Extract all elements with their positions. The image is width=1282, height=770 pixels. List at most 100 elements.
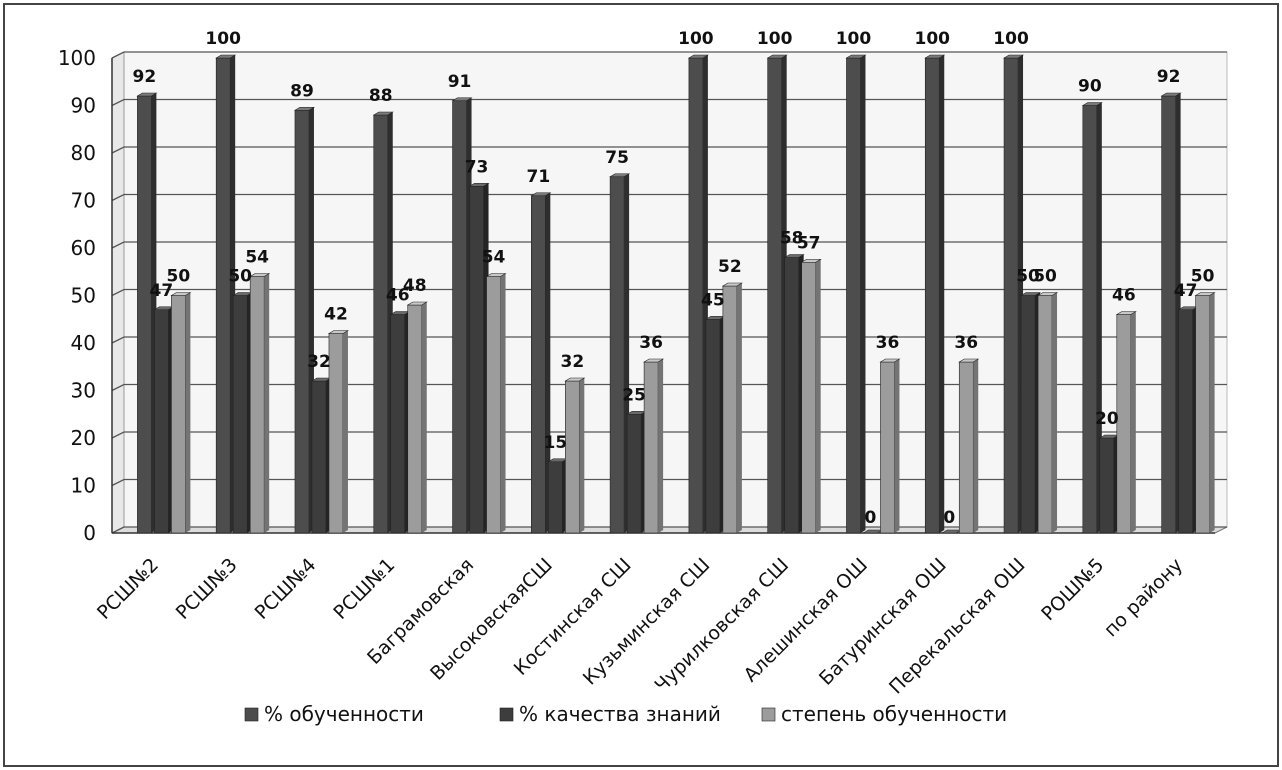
bar	[249, 273, 271, 534]
legend-label: % качества знаний	[519, 702, 721, 726]
bar-side	[658, 359, 664, 533]
y-tick-label: 10	[71, 474, 96, 498]
bar-top	[564, 377, 586, 382]
bar-front	[137, 95, 152, 534]
data-label: 71	[526, 167, 550, 187]
bar-front	[643, 361, 659, 534]
bar-top	[1081, 102, 1103, 106]
bar	[310, 377, 333, 534]
bar-top	[879, 358, 901, 363]
data-label: 50	[1033, 267, 1057, 287]
bar-front	[784, 257, 799, 534]
bar-front	[1178, 309, 1193, 534]
data-label: 100	[993, 29, 1029, 49]
y-tick-label: 80	[71, 141, 96, 165]
bar	[215, 54, 237, 534]
bar	[547, 458, 569, 534]
bar-front	[1161, 95, 1176, 534]
bar-front	[609, 176, 625, 534]
bar	[153, 306, 175, 534]
bar-front	[846, 57, 861, 534]
bar	[468, 182, 490, 534]
data-label: 15	[543, 433, 567, 453]
bar	[958, 358, 980, 534]
data-label: 46	[1112, 286, 1136, 306]
bar-side	[815, 259, 821, 533]
bar-front	[1003, 57, 1019, 534]
bar-top	[1115, 311, 1137, 315]
bar-front	[767, 57, 782, 534]
bar-top	[643, 358, 665, 363]
bar-top	[372, 111, 394, 116]
bar-front	[626, 413, 642, 534]
bar	[783, 254, 805, 534]
bar-front	[171, 295, 186, 534]
bar	[1194, 292, 1216, 534]
bar-front	[373, 114, 389, 534]
legend-swatch	[761, 707, 776, 722]
legend-item: % обученности	[244, 702, 424, 726]
bar-top	[215, 54, 237, 59]
bar-front	[1116, 314, 1132, 534]
y-tick-label: 0	[83, 521, 96, 545]
bar	[389, 311, 411, 534]
bar-top	[327, 330, 350, 334]
bar-front	[880, 361, 895, 534]
bar	[626, 410, 648, 534]
bar-side	[1096, 102, 1102, 533]
legend-label: степень обученности	[781, 702, 1007, 726]
y-tick-label: 30	[71, 379, 96, 403]
bar-side	[500, 273, 506, 533]
bar-front	[1099, 437, 1115, 534]
legend-label: % обученности	[264, 702, 424, 726]
bar	[485, 273, 507, 534]
bar-top	[924, 54, 946, 59]
bar-top	[451, 97, 473, 102]
data-label: 50	[1191, 267, 1215, 287]
bar	[170, 292, 192, 534]
bar-top	[293, 106, 316, 111]
bar-front	[1020, 295, 1036, 534]
bar-top	[1160, 92, 1182, 97]
data-label: 32	[560, 352, 584, 372]
bar-side	[973, 359, 979, 533]
bar-front	[249, 276, 265, 534]
data-label: 88	[369, 86, 393, 106]
bar	[1177, 306, 1199, 534]
gridline	[111, 51, 1227, 59]
data-label: 75	[605, 148, 629, 168]
bar	[327, 330, 350, 534]
bar-front	[548, 461, 563, 534]
bar	[372, 111, 394, 534]
bar	[406, 301, 428, 534]
bar-side	[1052, 292, 1058, 533]
legend-swatch	[244, 707, 259, 722]
bar-front	[565, 380, 580, 534]
bar	[293, 106, 316, 534]
bar	[766, 54, 788, 534]
data-label: 50	[1016, 267, 1040, 287]
bar	[1160, 92, 1182, 534]
bar-front	[1195, 295, 1210, 534]
bar-front	[705, 318, 721, 534]
data-label: 100	[915, 29, 951, 49]
y-tick-label: 40	[71, 331, 96, 355]
bar-top	[766, 54, 788, 59]
bar-front	[407, 304, 423, 534]
legend-item: % качества знаний	[499, 702, 721, 726]
data-label: 32	[307, 352, 331, 372]
bar-front	[154, 309, 169, 534]
bar-top	[406, 301, 428, 306]
floor	[111, 526, 1228, 534]
data-label: 89	[290, 81, 314, 101]
data-label: 47	[150, 281, 174, 301]
bar	[564, 377, 586, 534]
bar-front	[486, 276, 501, 534]
bar-top	[687, 54, 709, 59]
data-label: 50	[167, 267, 191, 287]
bar-front	[328, 333, 344, 534]
data-label: 47	[1174, 281, 1198, 301]
bar-top	[468, 182, 490, 187]
bar-front	[1082, 105, 1098, 534]
